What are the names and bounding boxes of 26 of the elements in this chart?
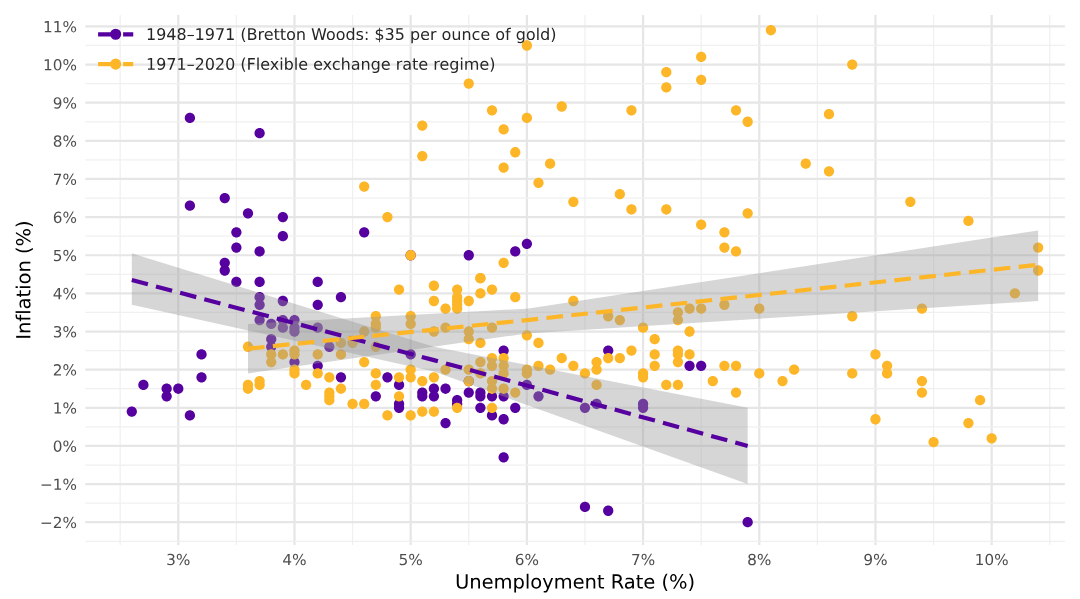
x-tick-label: 9% — [864, 553, 887, 566]
y-tick-label: −2% — [41, 516, 77, 529]
x-tick-label: 7% — [632, 553, 655, 566]
y-tick-label: 10% — [44, 59, 77, 71]
y-tick-label: 4% — [53, 287, 77, 300]
y-tick-label: −1% — [41, 478, 77, 491]
y-tick-label: 5% — [53, 249, 77, 262]
x-tick-label: 3% — [167, 553, 190, 566]
y-axis-title: Inflation (%) — [15, 222, 33, 338]
x-tick-label: 10% — [976, 553, 1008, 566]
y-tick-label: 8% — [53, 135, 77, 147]
legend-label: 1948–1971 (Bretton Woods: $35 per ounce of gold) — [147, 27, 556, 44]
y-tick-label: 3% — [53, 325, 77, 338]
x-tick-label: 5% — [399, 553, 422, 566]
x-axis-title: Unemployment Rate (%) — [456, 573, 694, 593]
legend-label: 1971–2020 (Flexible exchange rate regime) — [147, 57, 495, 74]
y-tick-label: 2% — [53, 364, 77, 376]
x-tick-label: 8% — [748, 553, 771, 566]
y-tick-label: 7% — [54, 173, 77, 185]
y-tick-label: 1% — [54, 402, 77, 414]
x-tick-label: 6% — [515, 553, 539, 566]
y-tick-label: 0% — [53, 440, 77, 452]
x-tick-label: 4% — [283, 553, 306, 566]
y-tick-label: 11% — [44, 20, 77, 33]
y-tick-label: 6% — [53, 211, 77, 224]
y-tick-label: 9% — [53, 97, 77, 109]
